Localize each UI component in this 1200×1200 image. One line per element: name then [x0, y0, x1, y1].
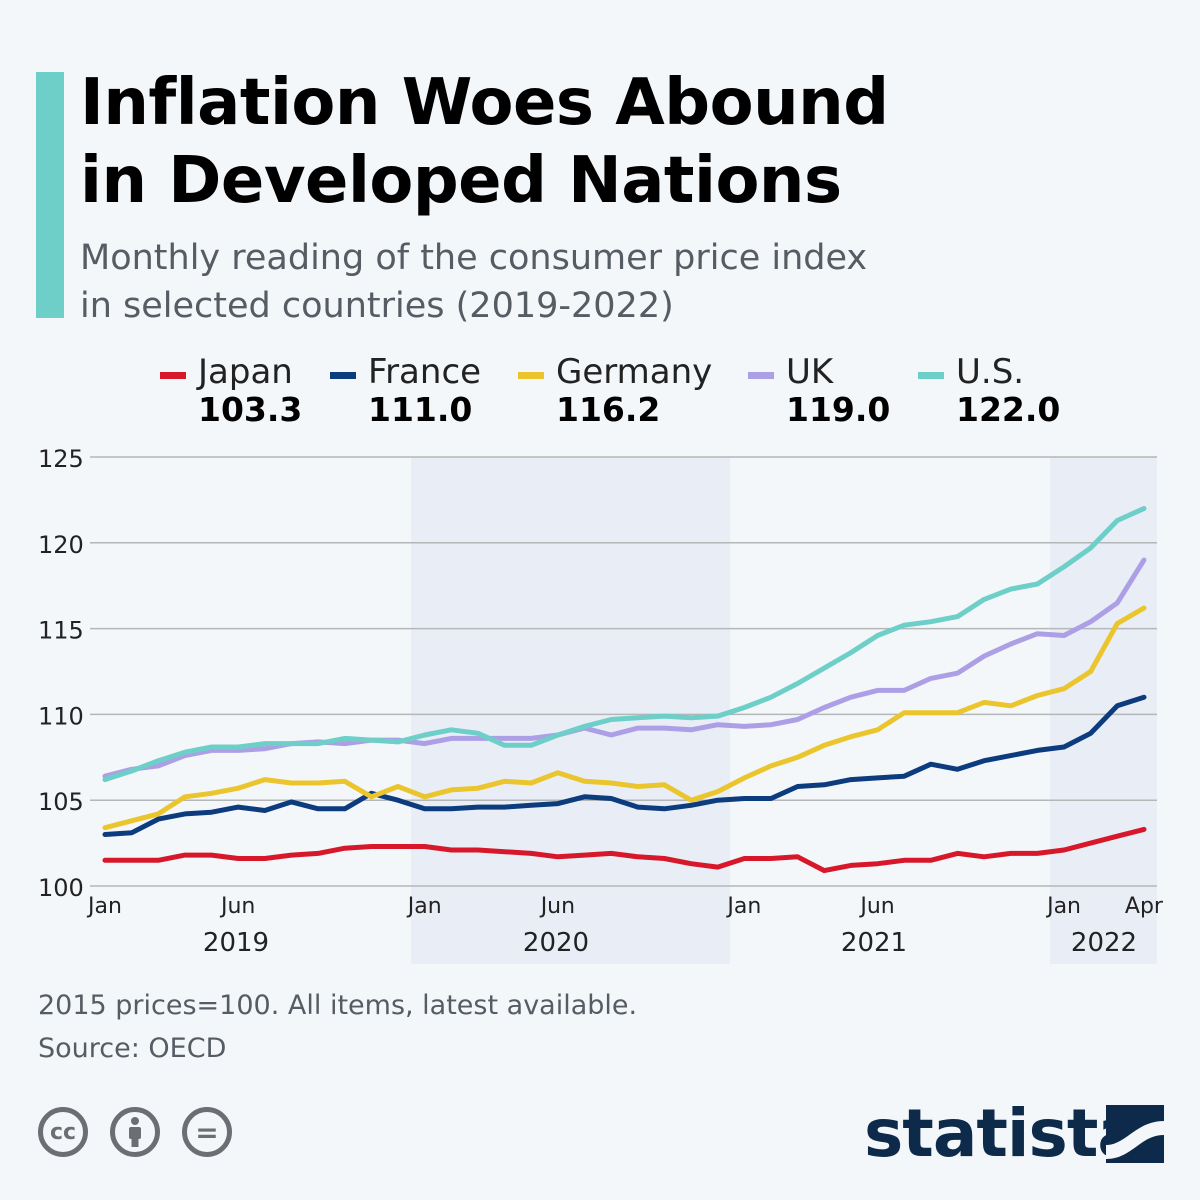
legend-value: 116.2: [556, 390, 661, 429]
series-line-us: [102, 506, 1147, 783]
legend-label: Germany: [556, 352, 713, 392]
legend-swatch: [330, 372, 356, 379]
x-tick-label: Jan: [86, 894, 122, 919]
legend-swatch: [518, 372, 544, 379]
source: Source: OECD: [38, 1033, 227, 1064]
series-line-germany: [102, 605, 1147, 831]
x-tick-label: Jan: [406, 894, 442, 919]
footnote: 2015 prices=100. All items, latest avail…: [38, 990, 638, 1021]
x-tick-label: Jan: [725, 894, 761, 919]
legend-swatch: [160, 372, 186, 379]
legend-label: UK: [786, 352, 834, 392]
legend-value: 103.3: [198, 390, 303, 429]
attribution-icon[interactable]: [110, 1107, 160, 1157]
x-tick-label: Jun: [539, 894, 575, 919]
x-tick-label: Apr: [1125, 894, 1164, 919]
accent-bar: [36, 72, 64, 318]
legend-value: 122.0: [956, 390, 1061, 429]
statista-logo-icon: [1106, 1105, 1164, 1163]
year-label: 2019: [203, 928, 269, 958]
series-line-uk: [102, 557, 1147, 779]
y-tick-label: 120: [38, 531, 84, 559]
year-label: 2020: [523, 928, 589, 958]
series-line-france: [102, 694, 1147, 837]
legend-label: U.S.: [956, 352, 1025, 392]
chart-title: Inflation Woes Abound in Developed Nation…: [80, 66, 889, 218]
x-tick-label: Jan: [1045, 894, 1081, 919]
legend-label: France: [368, 352, 482, 392]
no-derivatives-icon[interactable]: =: [182, 1107, 232, 1157]
chart-subtitle: Monthly reading of the consumer price in…: [80, 238, 868, 326]
shaded-band-2022: [1050, 457, 1157, 964]
x-tick-label: Jun: [858, 894, 894, 919]
legend-value: 111.0: [368, 390, 473, 429]
y-tick-label: 110: [38, 702, 84, 730]
legend-swatch: [748, 372, 774, 379]
y-tick-label: 100: [38, 874, 84, 902]
statista-logo[interactable]: statista: [864, 1095, 1142, 1172]
y-tick-label: 115: [38, 617, 84, 645]
line-chart: 100 105 110 115 120 125 Jan Jun Jan Jun Jan Jun Jan A…: [38, 445, 1164, 964]
y-tick-label: 105: [38, 788, 84, 816]
shaded-band-2020: [411, 457, 730, 964]
y-tick-label: 125: [38, 445, 84, 473]
legend-label: Japan: [198, 352, 293, 392]
year-label: 2021: [841, 928, 907, 958]
legend-value: 119.0: [786, 390, 891, 429]
year-label: 2022: [1071, 928, 1137, 958]
legend-swatch: [918, 372, 944, 379]
x-tick-label: Jun: [219, 894, 255, 919]
cc-icon[interactable]: cc: [38, 1107, 88, 1157]
series-line-japan: [102, 826, 1147, 874]
